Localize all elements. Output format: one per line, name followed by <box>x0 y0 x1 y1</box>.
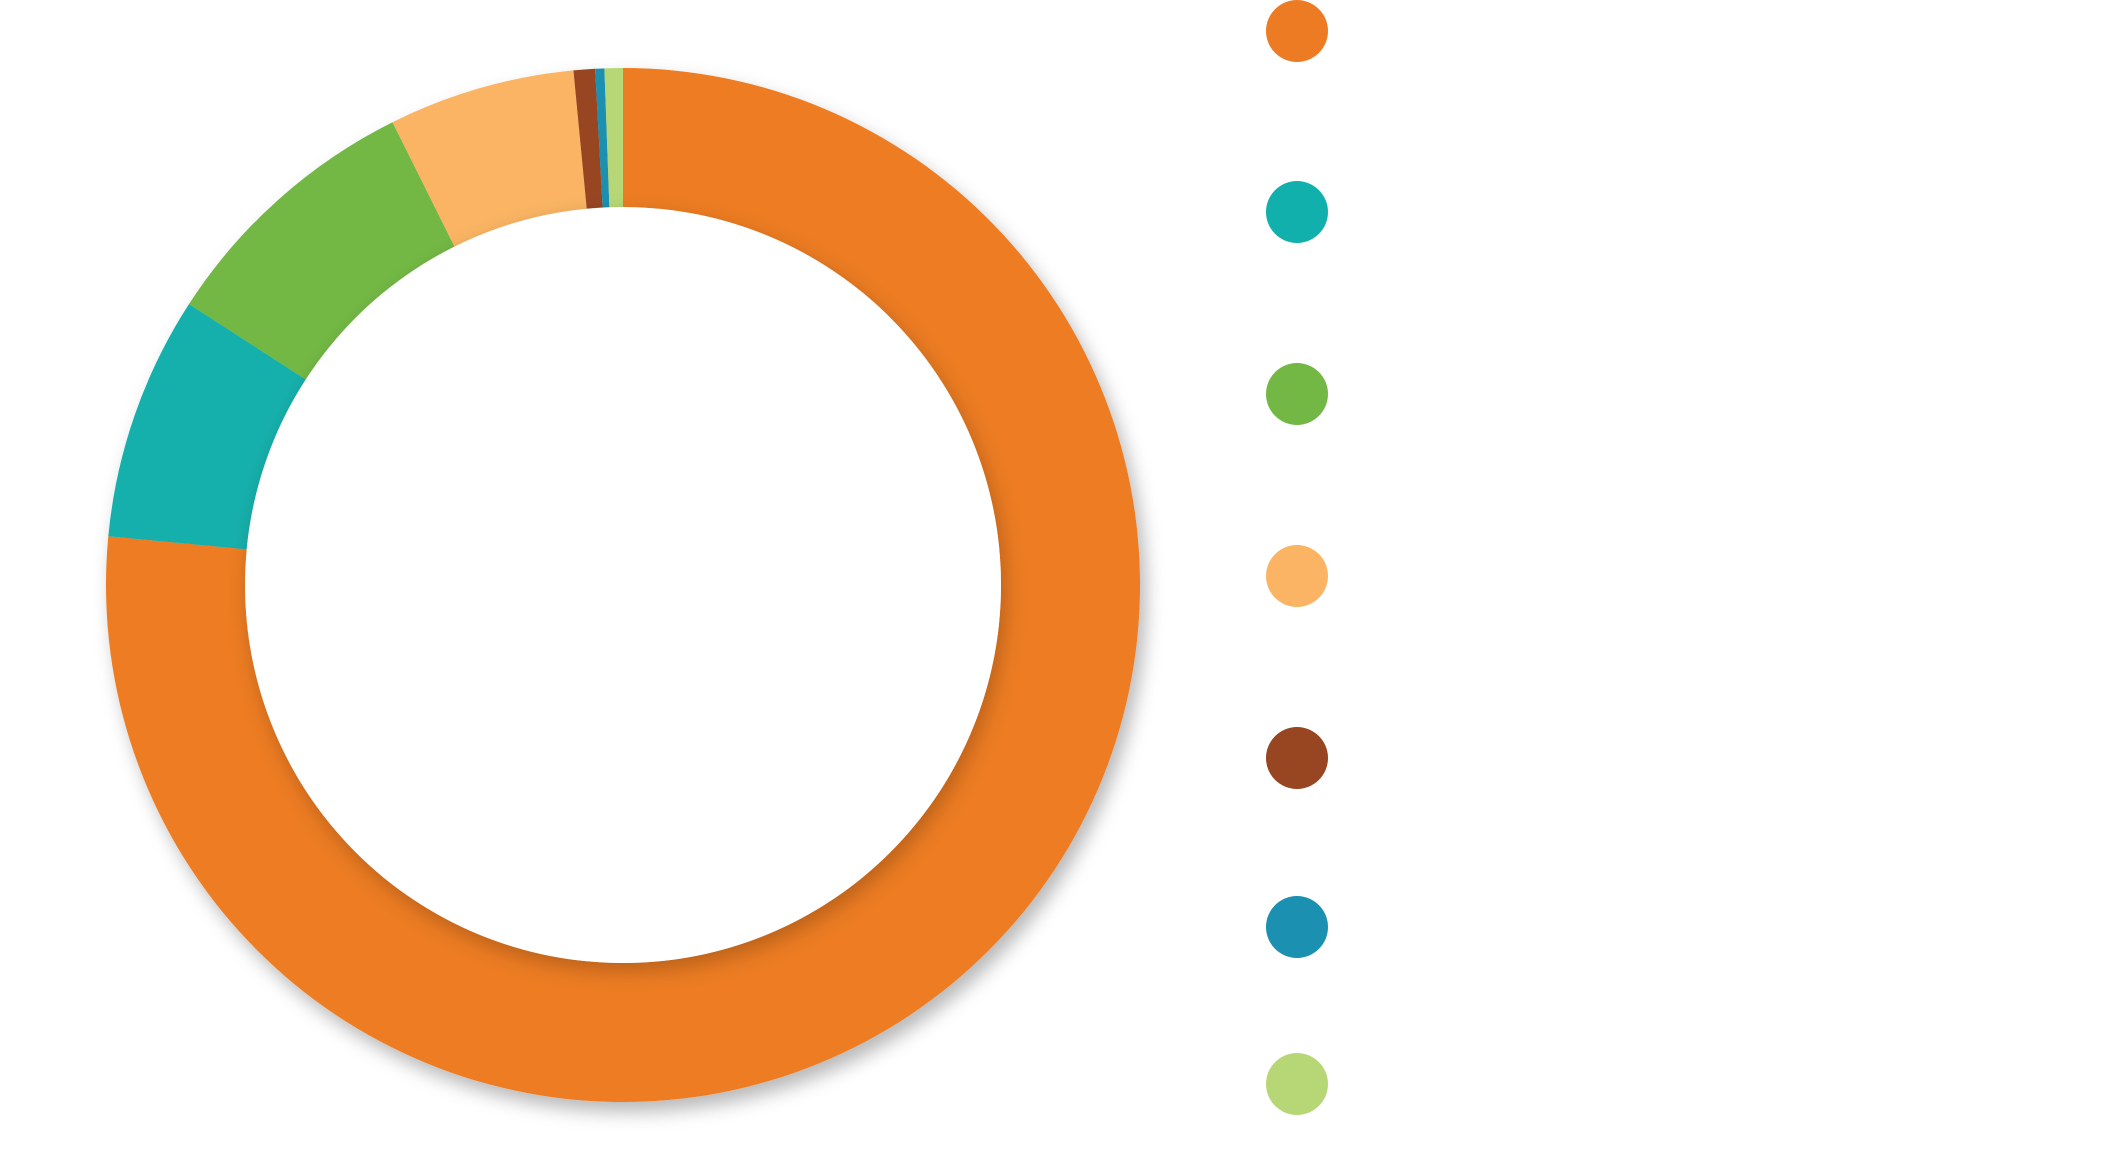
donut-ring <box>105 68 1140 1102</box>
legend-marker-3 <box>1266 363 1328 425</box>
legend-marker-5 <box>1266 727 1328 789</box>
donut-slice-2 <box>108 304 306 550</box>
legend-marker-4 <box>1266 545 1328 607</box>
legend-marker-2 <box>1266 181 1328 243</box>
donut-hole <box>245 207 1001 963</box>
legend-marker-7 <box>1266 1053 1328 1115</box>
legend-marker-1 <box>1266 0 1328 62</box>
donut-slice-3 <box>189 122 455 380</box>
donut-slice-4 <box>392 70 587 247</box>
donut-slice-5 <box>573 68 603 209</box>
legend-marker-6 <box>1266 896 1328 958</box>
donut-slice-6 <box>595 68 610 208</box>
donut-slice-7 <box>604 68 623 208</box>
